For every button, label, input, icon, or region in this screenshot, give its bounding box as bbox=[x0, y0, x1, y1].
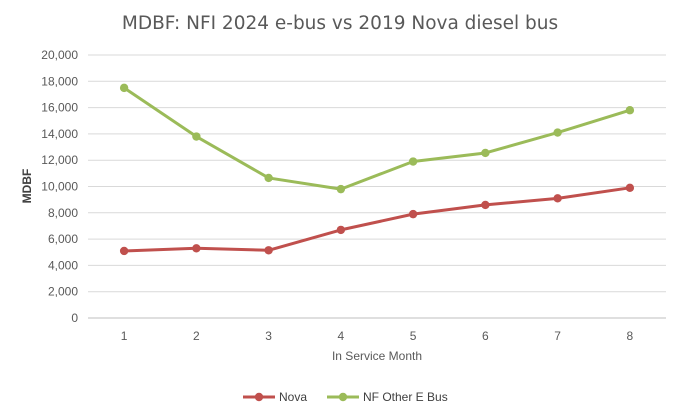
x-tick-label: 6 bbox=[482, 329, 489, 343]
x-tick-label: 2 bbox=[193, 329, 200, 343]
y-axis-ticks: 0 2,000 4,000 6,000 8,000 10,000 12,000 14,000 1… bbox=[41, 48, 78, 325]
chart-title: MDBF: NFI 2024 e-bus vs 2019 Nova diesel… bbox=[122, 13, 558, 34]
data-point-nf-other-e-bus bbox=[264, 173, 273, 183]
y-tick-label: 12,000 bbox=[41, 153, 78, 167]
y-tick-label: 4,000 bbox=[48, 258, 78, 272]
x-axis-ticks: 1 2 3 4 5 6 7 8 bbox=[121, 329, 634, 343]
data-point-nova bbox=[481, 200, 490, 210]
y-axis-title: MDBF bbox=[20, 169, 34, 204]
gridlines bbox=[88, 54, 666, 319]
x-tick-label: 8 bbox=[627, 329, 634, 343]
data-point-nova bbox=[553, 194, 562, 203]
data-point-nf-other-e-bus bbox=[625, 106, 635, 115]
series-lines bbox=[119, 83, 635, 256]
legend-label-nf-other-e-bus: NF Other E Bus bbox=[363, 390, 448, 404]
y-tick-label: 2,000 bbox=[48, 285, 78, 299]
data-point-nf-other-e-bus bbox=[408, 157, 418, 166]
y-tick-label: 6,000 bbox=[48, 232, 78, 246]
data-point-nova bbox=[264, 246, 273, 255]
series-line-nf-other-e-bus bbox=[122, 86, 632, 191]
data-point-nova bbox=[625, 183, 635, 193]
y-tick-label: 16,000 bbox=[41, 101, 78, 115]
x-tick-label: 5 bbox=[410, 329, 417, 343]
legend-marker-nf-other-e-bus bbox=[338, 392, 348, 402]
data-point-nf-other-e-bus bbox=[336, 184, 346, 194]
x-axis-title: In Service Month bbox=[332, 349, 422, 363]
data-point-nf-other-e-bus bbox=[192, 132, 201, 141]
data-point-nf-other-e-bus bbox=[481, 148, 490, 158]
y-tick-label: 14,000 bbox=[41, 127, 78, 141]
data-point-nova bbox=[119, 246, 129, 256]
y-tick-label: 8,000 bbox=[48, 206, 78, 220]
series-line-nova bbox=[122, 186, 632, 253]
data-point-nova bbox=[192, 244, 201, 253]
y-tick-label: 0 bbox=[71, 311, 78, 325]
x-tick-label: 3 bbox=[265, 329, 272, 343]
data-point-nf-other-e-bus bbox=[119, 83, 129, 93]
legend-label-nova: Nova bbox=[279, 390, 307, 404]
y-tick-label: 18,000 bbox=[41, 74, 78, 88]
data-point-nova bbox=[408, 209, 418, 219]
data-point-nova bbox=[336, 225, 346, 235]
data-point-nf-other-e-bus bbox=[553, 128, 562, 137]
y-tick-label: 10,000 bbox=[41, 180, 78, 194]
x-tick-label: 7 bbox=[554, 329, 561, 343]
legend: Nova NF Other E Bus bbox=[243, 390, 448, 404]
y-tick-label: 20,000 bbox=[41, 48, 78, 62]
legend-marker-nova bbox=[254, 392, 264, 402]
x-tick-label: 4 bbox=[338, 329, 345, 343]
x-tick-label: 1 bbox=[121, 329, 128, 343]
